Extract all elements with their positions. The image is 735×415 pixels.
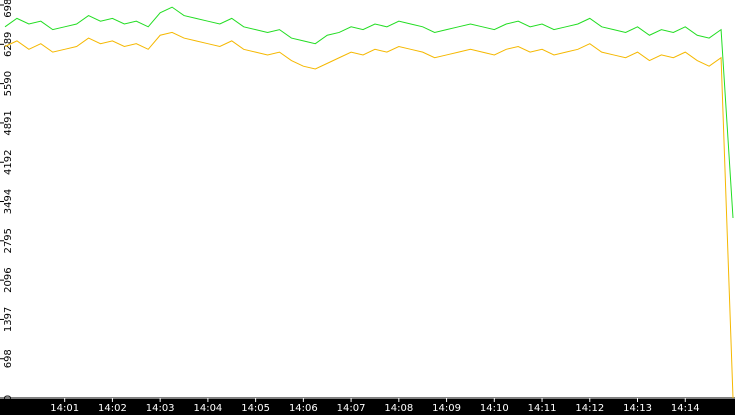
x-tick-label: 14:04 [193,403,222,414]
y-tick-label: 3494 [3,189,14,214]
x-tick-label: 14:07 [337,403,366,414]
x-tick-label: 14:02 [98,403,127,414]
y-tick-label: 1397 [3,307,14,332]
x-tick-label: 14:03 [146,403,175,414]
y-tick-label: 4891 [3,110,14,135]
y-tick-label: 2795 [3,228,14,253]
x-tick-label: 14:05 [241,403,270,414]
y-tick-label: 2096 [3,267,14,292]
y-tick-label: 6988 [3,0,14,18]
x-tick-label: 14:10 [480,403,509,414]
x-tick-label: 14:11 [528,403,557,414]
y-tick-label: 5590 [3,71,14,96]
x-tick-label: 14:01 [50,403,79,414]
x-tick-label: 14:06 [289,403,318,414]
x-tick-label: 14:12 [575,403,604,414]
series-line [4,6,734,219]
x-tick-label: 14:09 [432,403,461,414]
x-tick-label: 14:08 [384,403,413,414]
y-tick-label: 0 [3,395,14,401]
x-tick-label: 14:13 [623,403,652,414]
x-tick-label: 14:14 [671,403,700,414]
y-tick-label: 4192 [3,150,14,175]
time-axis-band [0,399,735,415]
y-tick-label: 698 [3,349,14,368]
series-line [4,31,734,399]
